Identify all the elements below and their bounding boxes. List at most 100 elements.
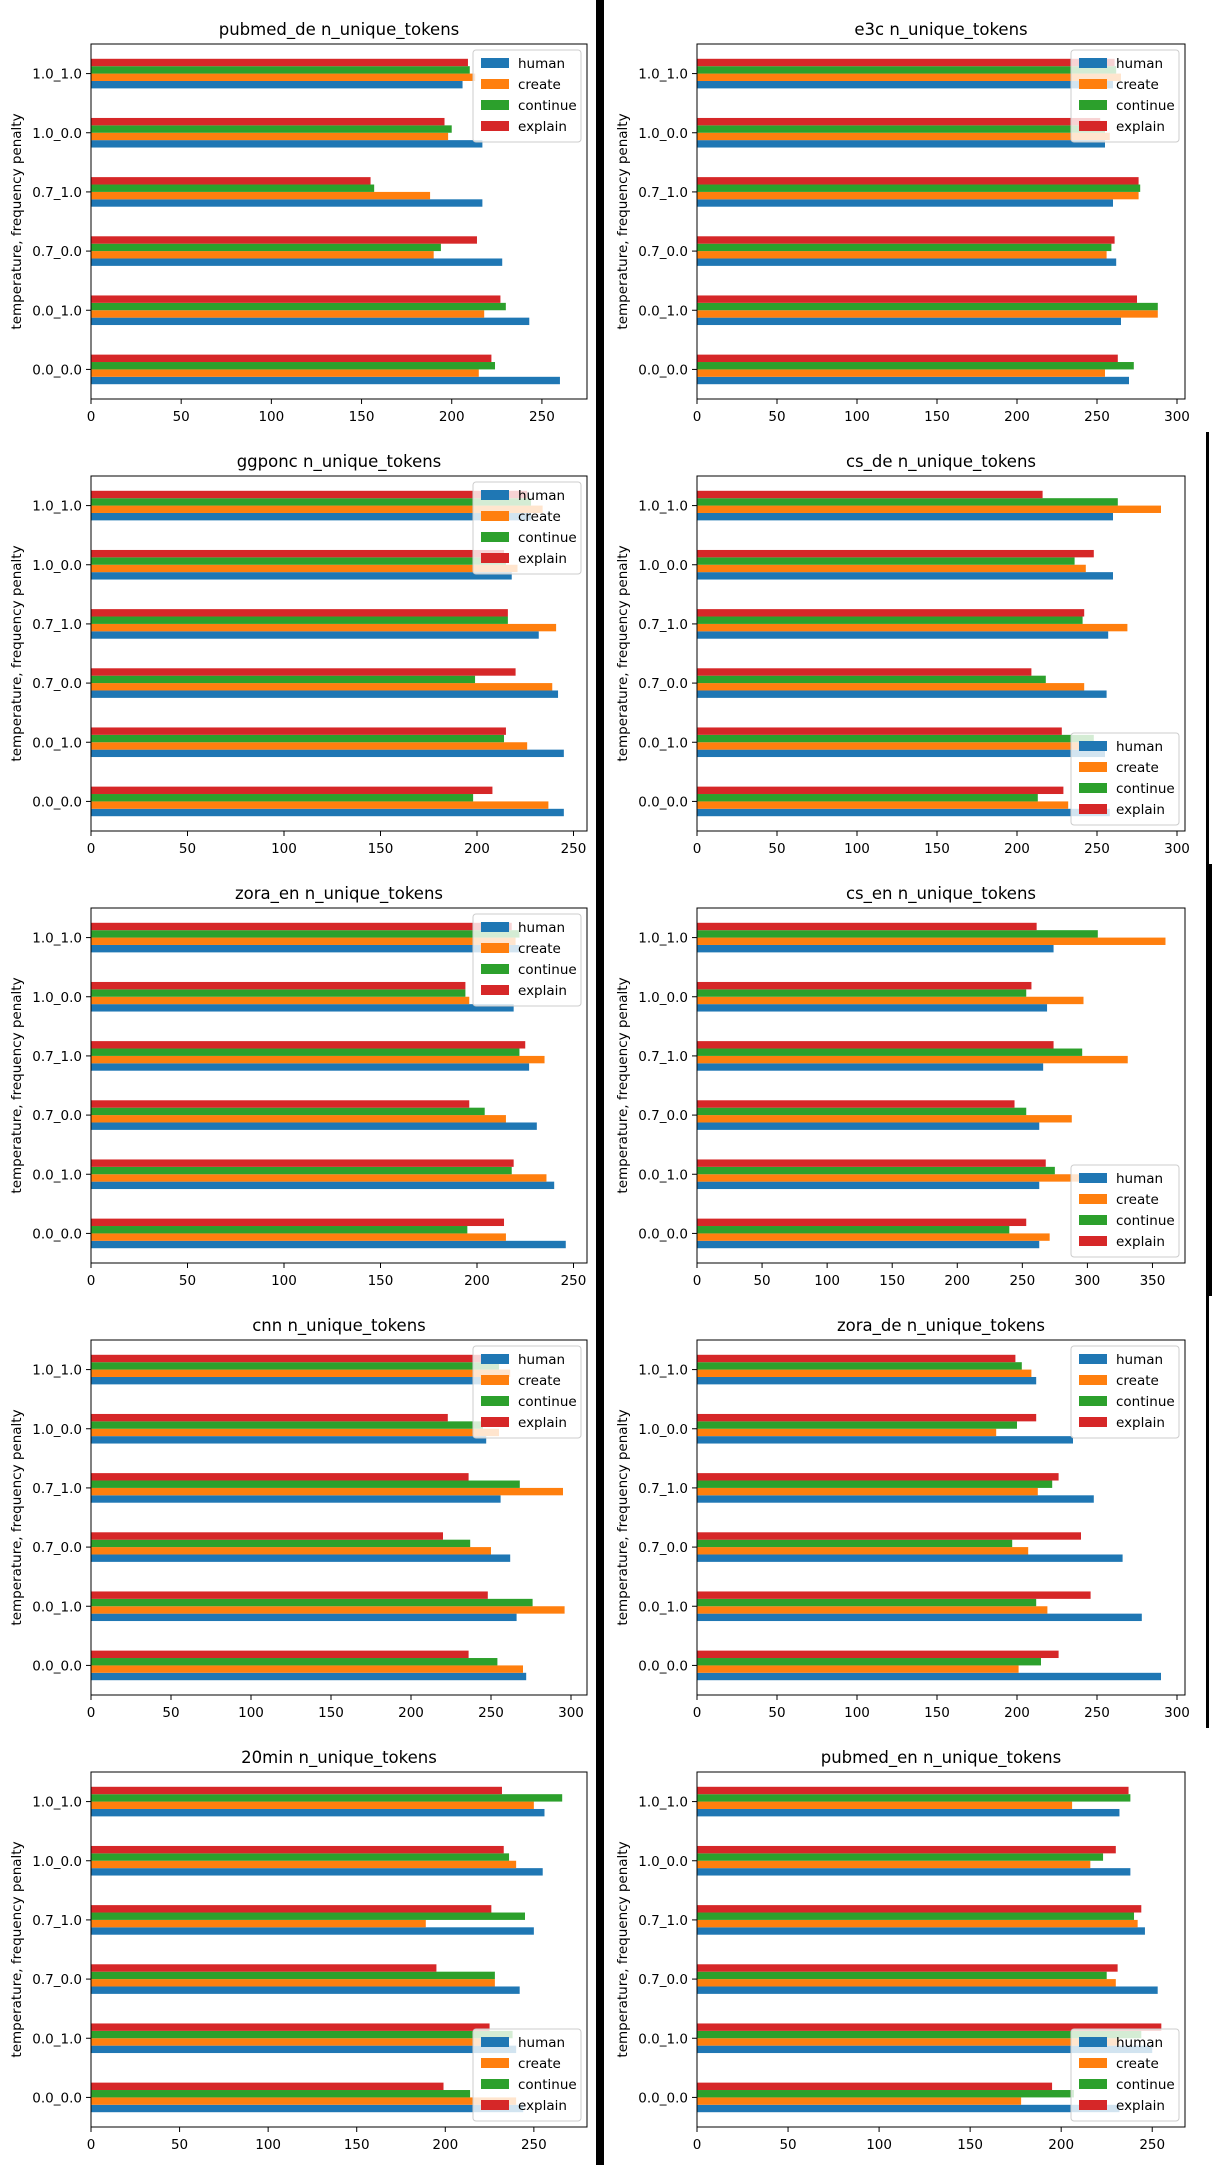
bar-continue xyxy=(91,2030,513,2039)
y-tick-label: 0.0_0.0 xyxy=(638,1226,688,1242)
y-axis-label: temperature, frequency penalty xyxy=(615,1841,631,2057)
x-tick-label: 250 xyxy=(1084,841,1110,857)
y-tick-label: 1.0_0.0 xyxy=(638,126,688,142)
bar-continue xyxy=(91,1480,520,1488)
bar-human xyxy=(91,80,463,89)
x-tick-label: 150 xyxy=(318,1705,344,1721)
bar-human xyxy=(697,376,1129,385)
bar-continue xyxy=(91,498,532,506)
y-tick-label: 0.7_1.0 xyxy=(638,1913,688,1929)
x-tick-label: 100 xyxy=(271,841,297,857)
y-axis-label: temperature, frequency penalty xyxy=(9,977,25,1193)
chart-title: cnn n_unique_tokens xyxy=(252,1316,426,1336)
bar-human xyxy=(697,631,1109,639)
bar-explain xyxy=(91,2023,490,2031)
chart-panel: e3c n_unique_tokens temperature, frequenc… xyxy=(615,20,1190,425)
axes-frame xyxy=(696,475,1186,832)
bar-explain xyxy=(697,177,1139,185)
bar-create xyxy=(91,2038,510,2046)
bar-continue xyxy=(697,1107,1027,1116)
bar-explain xyxy=(91,1964,437,1972)
chart-title: 20min n_unique_tokens xyxy=(241,1748,437,1768)
bar-continue xyxy=(91,675,476,684)
legend-box xyxy=(1070,2028,1180,2122)
bar-human xyxy=(91,1927,534,1935)
bar-explain xyxy=(697,1532,1081,1540)
bar-create xyxy=(697,742,1101,750)
y-tick-label: 0.7_0.0 xyxy=(32,1540,82,1556)
bar-continue xyxy=(91,243,441,252)
x-tick-label: 200 xyxy=(1004,409,1030,425)
bar-create xyxy=(91,1979,495,1987)
legend-swatch-create xyxy=(481,511,509,521)
bar-human xyxy=(697,690,1107,698)
y-tick-label: 0.7_1.0 xyxy=(32,1049,82,1065)
legend-swatch-explain xyxy=(481,121,509,131)
y-tick-label: 0.7_0.0 xyxy=(638,1540,688,1556)
legend-swatch-continue xyxy=(1079,2079,1107,2089)
bar-create xyxy=(697,1487,1038,1496)
bar-explain xyxy=(91,1354,483,1363)
x-tick-label: 200 xyxy=(464,841,490,857)
legend-swatch-explain xyxy=(1079,2100,1107,2110)
bar-create xyxy=(91,1055,545,1064)
bar-human xyxy=(91,631,539,639)
bar-continue xyxy=(697,1421,1017,1429)
bar-human xyxy=(697,199,1113,207)
bar-human xyxy=(91,1613,517,1622)
x-tick-label: 50 xyxy=(768,841,785,857)
bar-create xyxy=(91,1665,523,1673)
y-tick-label: 0.7_0.0 xyxy=(638,244,688,260)
bar-create xyxy=(91,937,516,945)
bar-explain xyxy=(697,786,1064,795)
y-tick-label: 1.0_0.0 xyxy=(638,1422,688,1438)
y-tick-label: 0.7_1.0 xyxy=(638,1049,688,1065)
x-tick-label: 250 xyxy=(1139,2137,1165,2153)
x-tick-label: 100 xyxy=(844,841,870,857)
bar-explain xyxy=(91,354,492,363)
bar-create xyxy=(697,2038,1120,2046)
bar-continue xyxy=(697,2090,1074,2098)
chart-panel: ggponc n_unique_tokens temperature, frequ… xyxy=(9,452,588,857)
bar-explain xyxy=(697,490,1043,499)
bar-human xyxy=(91,1554,511,1562)
x-tick-label: 50 xyxy=(768,1705,785,1721)
bar-create xyxy=(91,191,431,200)
chart-panel: cnn n_unique_tokens temperature, frequenc… xyxy=(9,1316,588,1721)
bar-continue xyxy=(91,1226,468,1234)
legend-label: explain xyxy=(1116,802,1165,818)
legend-box xyxy=(472,1345,582,1439)
legend-label: explain xyxy=(518,551,567,567)
chart-title: cs_de n_unique_tokens xyxy=(846,452,1036,472)
bar-human xyxy=(697,512,1113,521)
y-tick-label: 0.0_0.0 xyxy=(32,1658,82,1674)
legend-label: human xyxy=(518,488,565,504)
legend-swatch-human xyxy=(1079,2037,1107,2047)
x-tick-label: 200 xyxy=(398,1705,424,1721)
y-tick-label: 0.7_0.0 xyxy=(32,1108,82,1124)
bar-explain xyxy=(697,1845,1116,1854)
bar-continue xyxy=(697,243,1112,252)
y-axis-label: temperature, frequency penalty xyxy=(9,545,25,761)
bar-human xyxy=(697,944,1054,953)
legend-swatch-create xyxy=(1079,2058,1107,2068)
bar-continue xyxy=(697,2030,1142,2039)
legend-swatch-explain xyxy=(1079,1236,1107,1246)
legend-label: create xyxy=(1116,1373,1159,1389)
legend-label: explain xyxy=(1116,1234,1165,1250)
bar-human xyxy=(697,749,1105,758)
x-tick-label: 250 xyxy=(529,409,555,425)
x-tick-label: 100 xyxy=(866,2137,892,2153)
bar-create xyxy=(91,996,470,1005)
y-axis-label: temperature, frequency penalty xyxy=(615,113,631,329)
bar-human xyxy=(91,199,483,207)
legend-box xyxy=(1070,732,1180,826)
y-tick-label: 0.7_0.0 xyxy=(32,676,82,692)
legend-swatch-continue xyxy=(1079,1396,1107,1406)
legend-label: create xyxy=(1116,760,1159,776)
y-tick-label: 0.7_1.0 xyxy=(638,185,688,201)
legend: human create continue explain xyxy=(472,913,582,1007)
bar-create xyxy=(91,310,485,318)
bar-explain xyxy=(91,2082,444,2091)
bar-explain xyxy=(697,727,1062,735)
